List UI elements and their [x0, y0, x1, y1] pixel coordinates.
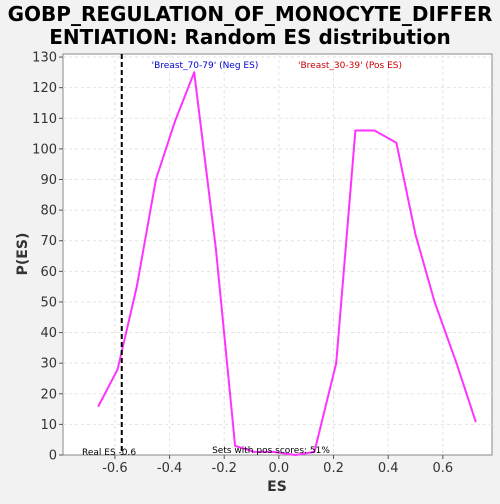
data-point — [455, 362, 458, 365]
y-tick-label: 100 — [32, 142, 57, 157]
data-point — [272, 450, 275, 453]
data-point — [97, 405, 100, 408]
axis-layer: 0 10 20 30 40 50 60 70 80 90 100 110 120 130 -0.6 -0.4 -… — [32, 51, 453, 476]
y-tick-label: 30 — [40, 357, 57, 372]
neg-es-label: 'Breast_70-79' (Neg ES) — [152, 61, 259, 71]
y-tick-label: 60 — [40, 265, 57, 280]
y-tick-label: 70 — [40, 234, 57, 249]
data-point — [433, 300, 436, 303]
x-tick-label: 0.0 — [269, 461, 290, 476]
series-layer — [97, 54, 477, 456]
data-point — [354, 129, 357, 132]
x-tick-label: -0.6 — [102, 461, 127, 476]
data-point — [414, 233, 417, 236]
data-point — [215, 248, 218, 251]
chart-title-line1: GOBP_REGULATION_OF_MONOCYTE_DIFFER — [8, 2, 493, 26]
data-point — [234, 444, 237, 447]
data-point — [135, 285, 138, 288]
data-point — [395, 141, 398, 144]
chart-title-line2: ENTIATION: Random ES distribution — [49, 25, 451, 49]
y-tick-label: 50 — [40, 295, 57, 310]
data-point — [373, 129, 376, 132]
x-tick-label: -0.4 — [157, 461, 182, 476]
data-point — [154, 178, 157, 181]
data-point — [193, 71, 196, 74]
data-point — [253, 450, 256, 453]
x-tick-label: 0.4 — [378, 461, 399, 476]
real-es-label: Real ES -0.6 — [82, 448, 136, 458]
data-point — [335, 362, 338, 365]
data-point — [294, 454, 297, 456]
pos-scores-label: Sets with pos scores: 51% — [212, 446, 330, 456]
x-tick-label: -0.2 — [212, 461, 237, 476]
y-tick-label: 40 — [40, 326, 57, 341]
y-tick-label: 120 — [32, 81, 57, 96]
y-tick-label: 130 — [32, 51, 57, 66]
data-point — [313, 450, 316, 453]
y-tick-label: 110 — [32, 112, 57, 127]
data-point — [474, 420, 477, 423]
x-tick-label: 0.2 — [323, 461, 344, 476]
y-tick-label: 20 — [40, 387, 57, 402]
data-point — [174, 120, 177, 123]
pos-es-label: 'Breast_30-39' (Pos ES) — [298, 61, 402, 71]
y-axis-label: P(ES) — [15, 233, 31, 276]
y-tick-label: 90 — [40, 173, 57, 188]
grid-layer — [63, 54, 492, 455]
series-line — [97, 71, 477, 456]
data-point — [116, 368, 119, 371]
y-tick-label: 0 — [49, 449, 57, 464]
x-axis-label: ES — [267, 479, 287, 495]
x-tick-label: 0.6 — [432, 461, 453, 476]
plot-area — [62, 53, 493, 456]
y-tick-label: 10 — [40, 418, 57, 433]
y-tick-label: 80 — [40, 204, 57, 219]
